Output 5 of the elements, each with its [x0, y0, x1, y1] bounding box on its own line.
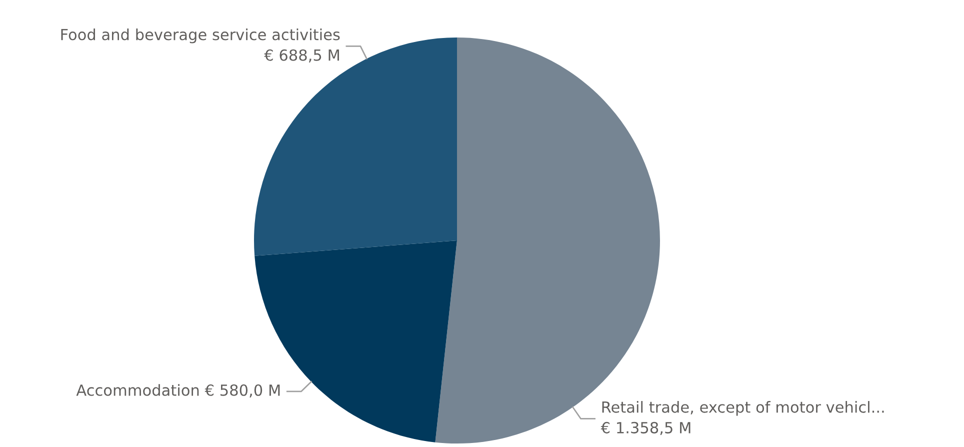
slice-label: Accommodation € 580,0 M — [76, 384, 280, 398]
slice-label: Food and beverage service activities — [61, 28, 340, 44]
slice-label: Retail trade, except of motor vehicl... — [602, 401, 884, 416]
data-label: € 688,5 M — [264, 49, 339, 62]
data-label: € 1.358,5 M — [600, 422, 690, 435]
